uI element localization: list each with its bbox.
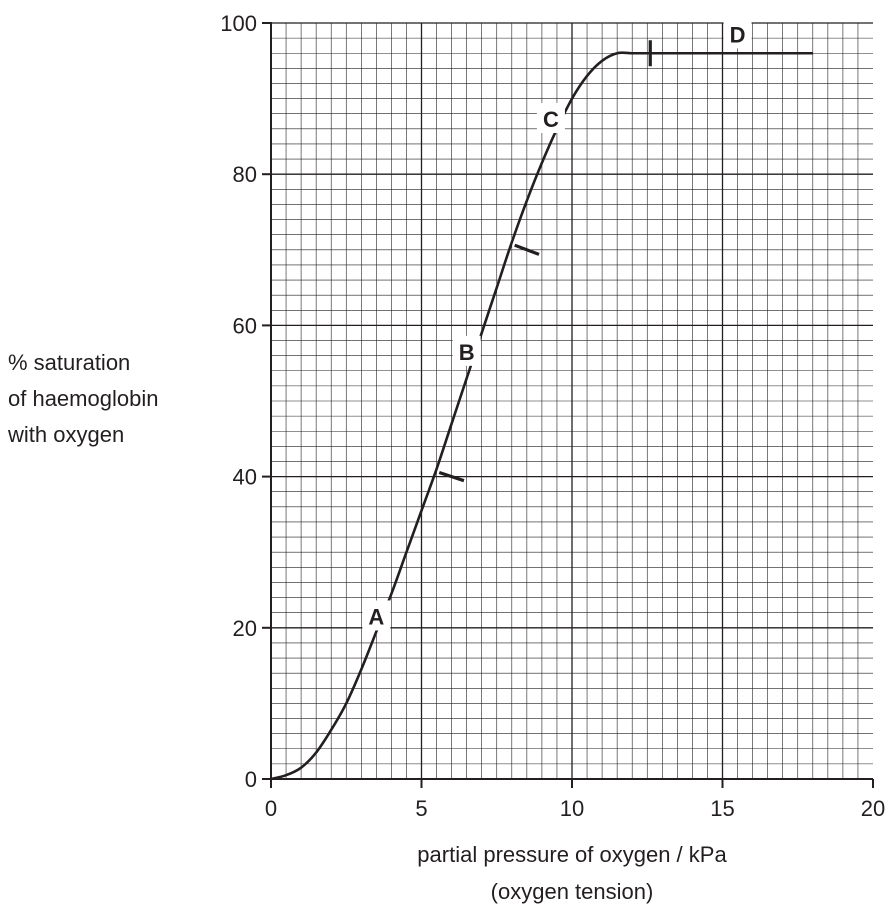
curve-layer bbox=[270, 51, 813, 781]
x-axis-label-line-1: partial pressure of oxygen / kPa bbox=[417, 842, 727, 867]
y-tick-label: 60 bbox=[233, 313, 257, 338]
region-label-bg bbox=[723, 18, 752, 49]
x-axis-label-line-2: (oxygen tension) bbox=[491, 879, 654, 904]
y-axis-label-line-2: of haemoglobin bbox=[8, 386, 158, 411]
y-tick-label: 20 bbox=[233, 616, 257, 641]
dissociation-curve bbox=[270, 51, 813, 781]
y-axis-ticks: 0 20 40 60 80 100 bbox=[220, 11, 271, 792]
y-axis-label-line-3: with oxygen bbox=[7, 422, 124, 447]
y-tick-label: 100 bbox=[220, 11, 257, 36]
region-label-b: B bbox=[459, 340, 475, 365]
annotations-layer: A B C D bbox=[362, 18, 752, 631]
x-tick-label: 15 bbox=[710, 796, 734, 821]
y-tick-label: 40 bbox=[233, 465, 257, 490]
curve-segment-mark bbox=[514, 243, 540, 256]
x-tick-label: 5 bbox=[415, 796, 427, 821]
region-label-bg bbox=[536, 103, 565, 134]
y-tick-label: 80 bbox=[233, 162, 257, 187]
y-tick-label: 0 bbox=[245, 767, 257, 792]
region-label-a: A bbox=[368, 604, 384, 629]
region-label-bg bbox=[362, 600, 391, 631]
x-tick-label: 0 bbox=[265, 796, 277, 821]
x-tick-label: 20 bbox=[861, 796, 885, 821]
curve-segment-mark bbox=[438, 470, 465, 483]
region-label-bg bbox=[452, 335, 481, 366]
region-label-d: D bbox=[730, 22, 746, 47]
x-tick-label: 10 bbox=[560, 796, 584, 821]
tick-marks-layer bbox=[438, 40, 652, 483]
x-axis-ticks: 0 5 10 15 20 bbox=[265, 779, 885, 821]
region-label-c: C bbox=[543, 107, 559, 132]
y-axis-label-line-1: % saturation bbox=[8, 350, 130, 375]
